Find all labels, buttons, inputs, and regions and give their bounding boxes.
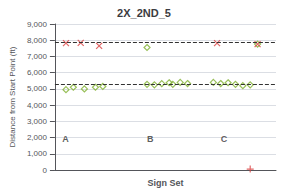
svg-text:4,000: 4,000 — [27, 101, 48, 110]
svg-text:5,000: 5,000 — [27, 84, 48, 93]
svg-text:2X_2ND_5: 2X_2ND_5 — [117, 7, 171, 19]
svg-text:A: A — [62, 134, 69, 144]
svg-text:3,000: 3,000 — [27, 117, 48, 126]
svg-text:Distance from Start Point (ft): Distance from Start Point (ft) — [8, 46, 17, 147]
svg-text:2,000: 2,000 — [27, 133, 48, 142]
svg-text:C: C — [221, 134, 228, 144]
svg-text:7,000: 7,000 — [27, 52, 48, 61]
svg-text:9,000: 9,000 — [27, 20, 48, 29]
svg-text:6,000: 6,000 — [27, 68, 48, 77]
svg-text:0: 0 — [42, 166, 47, 175]
svg-text:1,000: 1,000 — [27, 149, 48, 158]
svg-text:B: B — [147, 134, 154, 144]
svg-text:8,000: 8,000 — [27, 36, 48, 45]
svg-text:Sign Set: Sign Set — [147, 178, 183, 188]
